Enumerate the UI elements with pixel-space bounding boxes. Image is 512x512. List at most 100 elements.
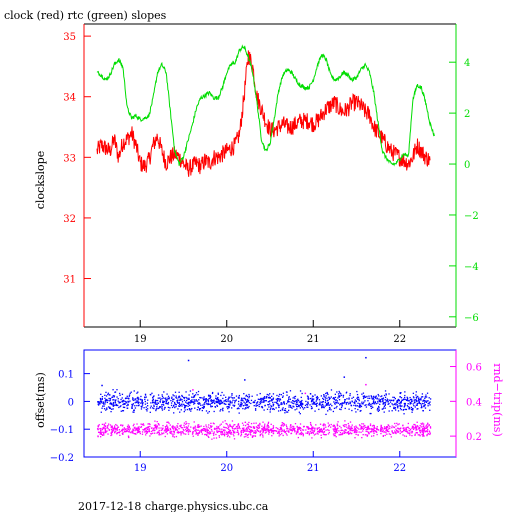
round-trip-point [277,427,279,430]
round-trip-point [423,428,425,430]
round-trip-point [406,426,408,429]
round-trip-point [316,427,318,429]
round-trip-point [392,432,395,434]
round-trip-point [422,427,424,430]
round-trip-point [138,426,140,428]
offset-point [184,401,187,403]
round-trip-point [297,430,299,433]
offset-point [186,397,188,399]
round-trip-point [213,437,215,439]
offset-point [394,409,397,411]
round-trip-point [206,429,208,431]
offset-point [289,406,292,408]
offset-point [297,399,300,402]
round-trip-point [281,421,283,424]
round-trip-point [145,429,147,431]
round-trip-point [347,433,350,435]
offset-point [408,408,411,410]
offset-point [278,400,280,402]
offset-point [243,397,245,400]
round-trip-point [414,423,416,426]
round-trip-point [227,433,229,435]
offset-point [363,395,366,397]
round-trip-point [373,432,375,435]
offset-point [415,399,417,401]
offset-point [422,410,424,412]
offset-point [185,391,187,393]
round-trip-point [156,432,158,434]
offset-point [111,396,113,399]
round-trip-point [227,434,229,437]
offset-point [229,400,231,402]
round-trip-point [427,423,429,425]
offset-point [173,395,175,397]
round-trip-point [416,421,418,423]
round-trip-point [419,424,421,427]
offset-point [194,400,196,402]
round-trip-point [370,431,373,433]
round-trip-point [267,421,270,423]
offset-point [310,405,313,408]
offset-point [369,397,371,399]
offset-point [118,406,120,409]
offset-point [191,401,193,403]
offset-point [115,404,118,407]
clockslope-tick-label: 32 [63,214,76,225]
offset-point [353,404,355,407]
round-trip-point [342,432,344,435]
round-trip-point [265,428,267,430]
offset-point [349,394,351,397]
round-trip-point [336,424,339,427]
round-trip-point [381,428,383,430]
offset-point [116,396,118,398]
round-trip-point [223,433,226,436]
offset-point [280,393,282,396]
round-trip-point [131,430,134,432]
offset-point [225,396,227,398]
offset-point [157,394,160,396]
offset-point [288,406,290,408]
round-trip-point [209,427,211,429]
round-trip-point [296,431,298,434]
round-trip-point [176,426,178,428]
offset-point [145,406,147,408]
offset-point [371,397,373,399]
round-trip-point [255,431,257,433]
offset-point [273,408,275,411]
offset-point [146,408,149,410]
offset-point [146,402,149,404]
offset-point [178,402,180,404]
round-trip-point [262,429,265,431]
round-trip-point [402,434,404,436]
offset-point [337,395,340,397]
offset-point [127,404,129,406]
offset-point [205,401,207,403]
round-trip-point [318,427,320,429]
offset-point [277,410,280,412]
offset-point [106,408,108,410]
offset-point [319,401,321,403]
offset-point [358,405,361,407]
offset-marks [96,356,432,440]
round-trip-point [398,428,400,430]
round-trip-point [310,424,312,426]
round-trip-point [333,434,335,437]
round-trip-point [286,428,288,430]
offset-point [272,397,275,399]
round-trip-point [283,422,285,425]
round-trip-point [124,428,127,431]
round-trip-point [381,427,384,429]
offset-point [391,410,393,412]
round-trip-point [216,427,218,429]
offset-point [373,402,375,404]
round-trip-point [330,423,332,426]
round-trip-point [130,431,132,434]
round-trip-point [402,429,405,431]
offset-point [351,409,353,412]
offset-point [257,401,259,403]
round-trip-point [110,428,113,431]
offset-point [397,398,400,401]
offset-point [240,397,243,399]
offset-point [208,403,210,405]
